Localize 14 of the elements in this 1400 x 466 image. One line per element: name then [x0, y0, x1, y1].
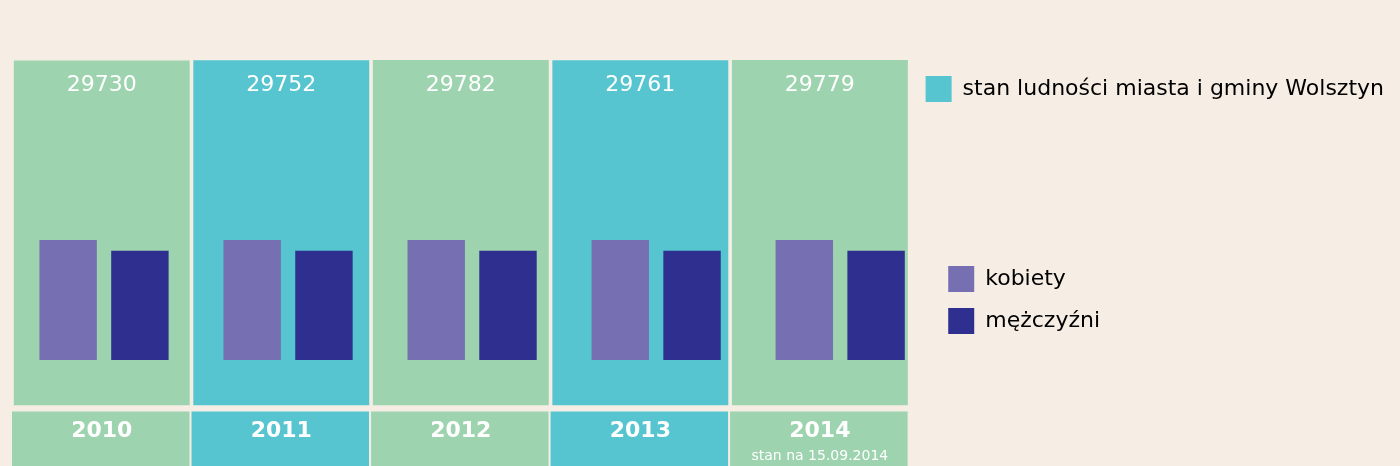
data-label: 29761 — [605, 70, 676, 96]
legend-label: mężczyźni — [985, 306, 1100, 332]
x-tick-label: 2014 — [789, 416, 851, 442]
x-tick-label: 2011 — [250, 416, 312, 442]
legend-label: stan ludności miasta i gminy Wolsztyn — [962, 74, 1385, 100]
x-tick-label: 2010 — [71, 416, 133, 442]
x-tick-label: 2013 — [609, 416, 671, 442]
data-label: 29730 — [66, 71, 137, 97]
data-label: 29782 — [425, 70, 496, 96]
annotation: stan na 15.09.2014 — [751, 447, 889, 464]
legend-label: kobiety — [985, 264, 1066, 290]
data-label: 29752 — [246, 71, 317, 97]
data-label: 29779 — [784, 70, 855, 96]
x-tick-label: 2012 — [430, 416, 492, 442]
